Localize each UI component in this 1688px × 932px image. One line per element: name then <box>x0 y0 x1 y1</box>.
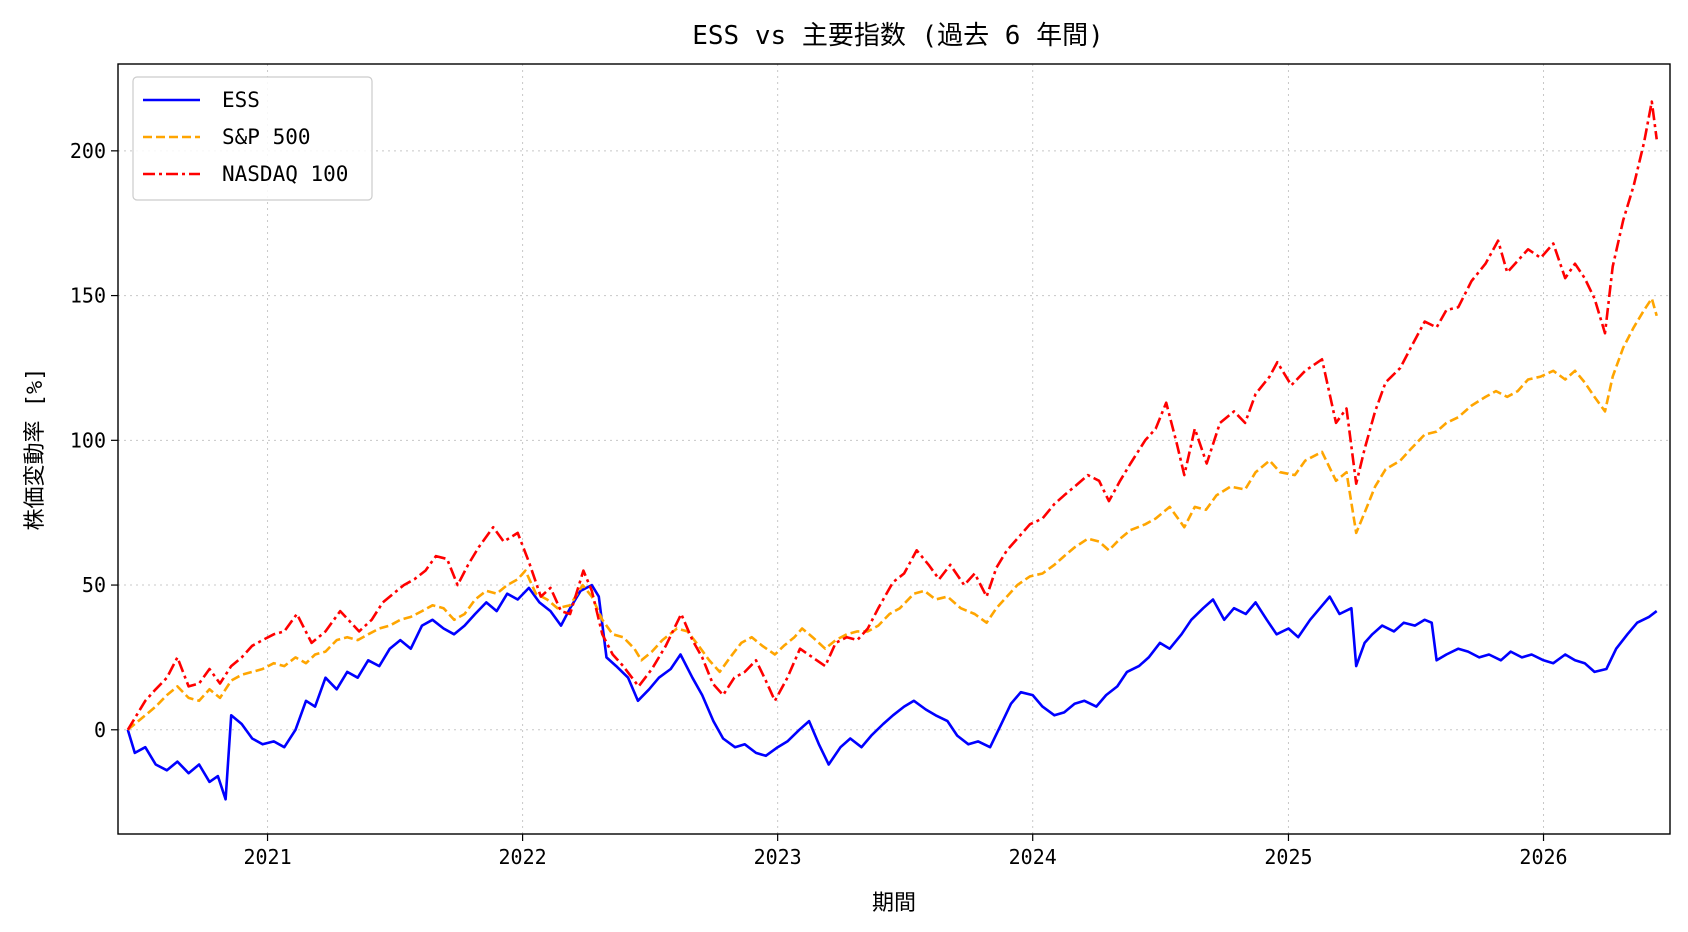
x-tick-label: 2022 <box>499 845 547 869</box>
series-line-3 <box>126 100 1658 731</box>
y-tick-label: 100 <box>70 428 106 452</box>
x-tick-label: 2024 <box>1009 845 1057 869</box>
series-line-1 <box>126 583 1658 801</box>
legend-label-2: S&P 500 <box>222 125 311 149</box>
series-line-2 <box>126 297 1658 731</box>
y-tick-label: 150 <box>70 284 106 308</box>
y-axis-label: 株価変動率 [%] <box>23 368 48 531</box>
grid-lines <box>118 64 1670 834</box>
y-tick-label: 0 <box>94 718 106 742</box>
chart-title: ESS vs 主要指数 (過去 6 年間) <box>692 21 1104 51</box>
x-tick-label: 2023 <box>754 845 802 869</box>
series-lines <box>126 100 1658 801</box>
plot-area-frame <box>117 63 1671 835</box>
x-tick-label: 2025 <box>1264 845 1312 869</box>
y-tick-label: 200 <box>70 139 106 163</box>
legend-box <box>132 76 373 201</box>
y-tick-label: 50 <box>82 573 106 597</box>
legend-label-3: NASDAQ 100 <box>222 162 348 186</box>
x-tick-label: 2026 <box>1519 845 1567 869</box>
x-tick-label: 2021 <box>243 845 291 869</box>
legend-label-1: ESS <box>222 88 260 112</box>
x-axis-label: 期間 <box>872 891 916 916</box>
x-axis-ticks: 2021 2022 2023 2024 2025 2026 <box>243 834 1568 869</box>
legend: ESS S&P 500 NASDAQ 100 <box>132 76 373 201</box>
y-axis-ticks: 0 50 100 150 200 <box>70 139 118 742</box>
